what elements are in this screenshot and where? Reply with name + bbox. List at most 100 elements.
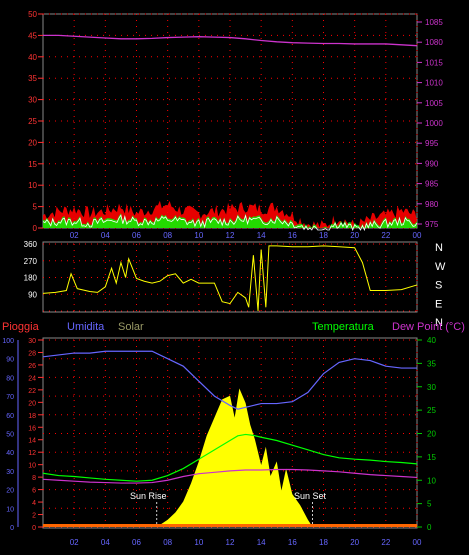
tick-label-right: 1010 [425, 79, 443, 88]
tick-label-humidity: 80 [6, 375, 14, 382]
x-tick-label: 02 [70, 231, 79, 240]
tick-label-right: 1015 [425, 58, 443, 67]
x-tick-label: 08 [163, 538, 172, 547]
pressure-axis-label: Pressione [372, 2, 421, 14]
tick-label-rain: 18 [28, 413, 36, 420]
compass-label: N [435, 242, 443, 254]
tick-label-temp: 0 [427, 523, 432, 532]
x-tick-label: 02 [70, 538, 79, 547]
series-avg-wind [42, 214, 418, 232]
panel3-series [42, 350, 418, 527]
tick-label-temp: 15 [427, 453, 436, 462]
x-tick-label: 04 [101, 231, 110, 240]
tick-label-humidity: 30 [6, 469, 14, 476]
tick-label-rain: 30 [28, 338, 36, 345]
tick-label-humidity: 100 [2, 338, 14, 345]
tick-label-left: 15 [28, 160, 37, 169]
tick-label-left: 30 [28, 96, 37, 105]
tick-label-right: 995 [425, 139, 439, 148]
tick-label-right: 1005 [425, 99, 443, 108]
tick-label-temp: 10 [427, 476, 436, 485]
tick-label-rain: 12 [28, 450, 36, 457]
tick-label-rain: 20 [28, 400, 36, 407]
tick-label-humidity: 60 [6, 413, 14, 420]
tick-label-left: 40 [28, 53, 37, 62]
panel1-grid [43, 13, 418, 229]
tick-label-humidity: 20 [6, 488, 14, 495]
series-direction [42, 245, 418, 312]
tick-label-left: 25 [28, 117, 37, 126]
x-tick-label: 14 [257, 538, 266, 547]
tick-label-left: 0 [33, 224, 38, 233]
compass-label: E [435, 298, 442, 310]
x-tick-label: 00 [413, 538, 422, 547]
sun-set-label: Sun Set [294, 491, 327, 501]
x-tick-label: 16 [288, 538, 297, 547]
tick-label-right: 1085 [425, 18, 443, 27]
x-tick-label: 22 [381, 231, 390, 240]
tick-label-left: 360 [24, 240, 38, 249]
tick-label-humidity: 50 [6, 432, 14, 439]
tick-label-left: 90 [28, 290, 37, 299]
x-tick-label: 22 [381, 538, 390, 547]
tick-label-rain: 4 [32, 500, 36, 507]
tick-label-humidity: 70 [6, 394, 14, 401]
tick-label-left: 35 [28, 74, 37, 83]
x-tick-label: 04 [101, 538, 110, 547]
panel1-ticks: 5045403530252015105010851080101510101005… [28, 10, 443, 240]
series-dewpoint [42, 468, 418, 484]
x-tick-label: 06 [132, 231, 141, 240]
series-rain [43, 524, 417, 527]
tick-label-humidity: 40 [6, 450, 14, 457]
tick-label-left: 10 [28, 181, 37, 190]
x-tick-label: 06 [132, 538, 141, 547]
x-tick-label: 12 [226, 231, 235, 240]
tick-label-rain: 8 [32, 475, 36, 482]
tick-label-right: 1080 [425, 38, 443, 47]
tick-label-humidity: 0 [10, 525, 14, 532]
tick-label-temp: 20 [427, 430, 436, 439]
tick-label-humidity: 90 [6, 357, 14, 364]
x-tick-label: 16 [288, 231, 297, 240]
legend-rain: Pioggia [2, 321, 40, 333]
compass-label: N [435, 317, 443, 329]
x-tick-label: 18 [319, 231, 328, 240]
tick-label-temp: 30 [427, 383, 436, 392]
tick-label-rain: 6 [32, 488, 36, 495]
tick-label-right: 990 [425, 159, 439, 168]
tick-label-temp: 5 [427, 500, 432, 509]
wind-axis-label: Forza vento() [2, 2, 67, 14]
tick-label-humidity: 10 [6, 506, 14, 513]
x-tick-label: 10 [194, 231, 203, 240]
legend-dewpoint: Dew Point (°C) [392, 321, 465, 333]
tick-label-right: 985 [425, 180, 439, 189]
x-tick-label: 00 [413, 231, 422, 240]
tick-label-rain: 28 [28, 350, 36, 357]
series-temperature [42, 433, 418, 482]
tick-label-rain: 22 [28, 388, 36, 395]
tick-label-rain: 26 [28, 363, 36, 370]
panel1-series [42, 34, 418, 232]
tick-label-left: 270 [24, 257, 38, 266]
tick-label-left: 50 [28, 10, 37, 19]
tick-label-rain: 0 [32, 525, 36, 532]
tick-label-right: 980 [425, 200, 439, 209]
tick-label-left: 20 [28, 138, 37, 147]
tick-label-left: 45 [28, 31, 37, 40]
x-tick-label: 20 [350, 538, 359, 547]
tick-label-rain: 14 [28, 438, 36, 445]
x-tick-label: 12 [226, 538, 235, 547]
x-tick-label: 20 [350, 231, 359, 240]
tick-label-left: 5 [33, 203, 38, 212]
tick-label-left: 180 [24, 274, 38, 283]
tick-label-rain: 24 [28, 375, 36, 382]
series-humidity [42, 350, 417, 410]
tick-label-temp: 35 [427, 359, 436, 368]
legend-solar: Solar [118, 321, 144, 333]
tick-label-right: 975 [425, 220, 439, 229]
tick-label-rain: 10 [28, 463, 36, 470]
panel2-series [42, 245, 418, 312]
x-tick-label: 10 [194, 538, 203, 547]
